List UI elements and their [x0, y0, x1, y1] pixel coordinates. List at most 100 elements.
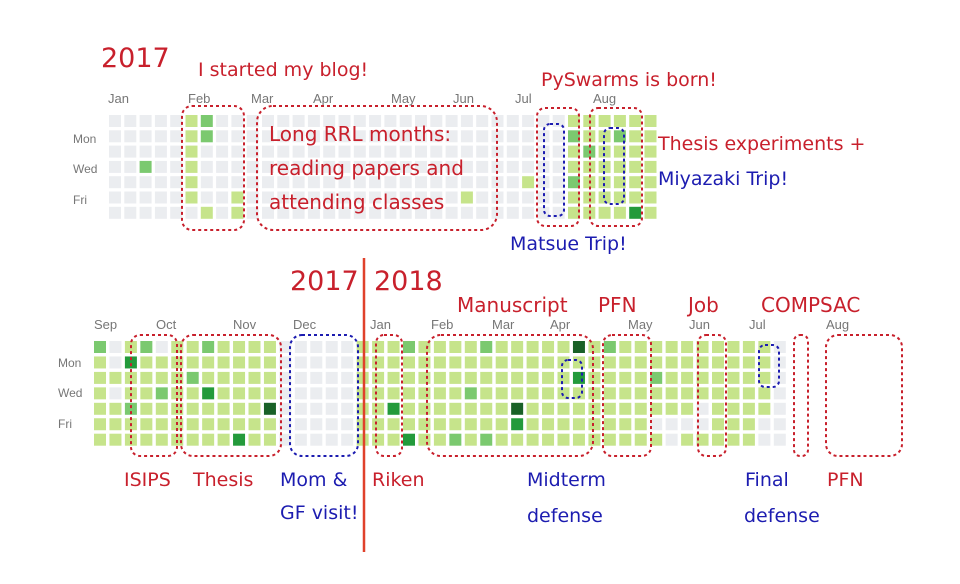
- heatmap-cell: [480, 418, 493, 431]
- heatmap-cell: [231, 206, 244, 219]
- heatmap-cell: [279, 341, 292, 353]
- heatmap-cell: [634, 356, 647, 369]
- month-label: Dec: [293, 317, 317, 332]
- heatmap-cell: [139, 206, 152, 219]
- heatmap-cell: [491, 145, 504, 158]
- heatmap-cell: [542, 371, 555, 384]
- heatmap-cell: [248, 356, 261, 369]
- heatmap-cell: [323, 176, 336, 189]
- heatmap-cell: [665, 418, 678, 431]
- heatmap-cell: [307, 115, 320, 127]
- heatmap-cell: [171, 341, 184, 353]
- heatmap-cell: [430, 130, 443, 143]
- heatmap-cell: [583, 130, 596, 143]
- heatmap-cell: [341, 371, 354, 384]
- heatmap-cell: [634, 341, 647, 353]
- pfn-top-box: [602, 334, 652, 457]
- heatmap-cell: [506, 115, 519, 127]
- heatmap-cell: [506, 130, 519, 143]
- heatmap-cell: [403, 371, 415, 384]
- heatmap-cell: [369, 130, 382, 143]
- heatmap-cell: [629, 191, 642, 204]
- weekday-labels-2017: Mon Wed Fri: [73, 132, 97, 207]
- heatmap-cell: [480, 341, 493, 353]
- heatmap-cell: [170, 115, 183, 127]
- heatmap-cell: [418, 371, 431, 384]
- heatmap-cell: [696, 341, 709, 353]
- heatmap-cell: [233, 433, 246, 446]
- heatmap-cell: [644, 160, 657, 173]
- year-title-2018-right: 2018: [374, 266, 443, 297]
- heatmap-cell: [399, 115, 412, 127]
- heatmap-cell: [154, 130, 167, 143]
- heatmap-cell: [263, 356, 276, 369]
- month-label: Apr: [550, 317, 571, 332]
- heatmap-cell: [325, 356, 338, 369]
- heatmap-cell: [758, 341, 771, 353]
- heatmap-cell: [353, 145, 366, 158]
- heatmap-cell: [445, 176, 458, 189]
- heatmap-cell: [246, 191, 259, 204]
- heatmap-cell: [568, 130, 580, 143]
- heatmap-cell: [433, 356, 446, 369]
- heatmap-cell: [154, 115, 167, 127]
- heatmap-cell: [681, 371, 694, 384]
- month-label: Aug: [593, 91, 616, 106]
- heatmap-cell: [758, 418, 771, 431]
- heatmap-cell: [338, 115, 351, 127]
- heatmap-cell: [583, 191, 596, 204]
- heatmap-cell: [387, 356, 400, 369]
- heatmap-cell: [665, 433, 678, 446]
- heatmap-cell: [430, 115, 443, 127]
- heatmap-cell: [588, 418, 601, 431]
- heatmap-cell: [613, 160, 626, 173]
- heatmap-cell: [415, 130, 427, 143]
- heatmap-cell: [619, 418, 632, 431]
- heatmap-cell: [727, 356, 740, 369]
- heatmap-cell: [109, 371, 122, 384]
- heatmap-cell: [294, 418, 307, 431]
- heatmap-cell: [353, 160, 366, 173]
- heatmap-cell: [387, 341, 400, 353]
- weekday-labels-2017-2018: Mon Wed Fri: [58, 356, 82, 431]
- heatmap-cell: [154, 191, 167, 204]
- heatmap-cell: [696, 387, 709, 400]
- heatmap-cell: [233, 402, 246, 415]
- month-label: Aug: [826, 317, 849, 332]
- heatmap-cell: [418, 387, 431, 400]
- heatmap-cell: [613, 206, 626, 219]
- heatmap-cell: [262, 145, 274, 158]
- heatmap-cell: [464, 433, 477, 446]
- weekday-label: Fri: [58, 417, 72, 431]
- heatmap-cell: [644, 176, 657, 189]
- heatmap-cell: [200, 145, 213, 158]
- heatmap-cell: [323, 191, 336, 204]
- heatmap-cell: [200, 160, 213, 173]
- heatmap-cell: [387, 371, 400, 384]
- heatmap-cell: [430, 176, 443, 189]
- heatmap-cell: [140, 433, 153, 446]
- heatmap-cell: [773, 433, 786, 446]
- heatmap-cell: [619, 387, 632, 400]
- heatmap-cell: [449, 418, 462, 431]
- heatmap-cell: [603, 418, 616, 431]
- heatmap-cell: [185, 145, 198, 158]
- heatmap-cell: [202, 387, 215, 400]
- heatmap-cell: [552, 115, 565, 127]
- heatmap-cell: [603, 341, 616, 353]
- heatmap-cell: [449, 371, 462, 384]
- heatmap-cell: [511, 371, 524, 384]
- heatmap-cell: [526, 356, 539, 369]
- heatmap-cell: [464, 418, 477, 431]
- heatmap-cell: [109, 206, 121, 219]
- job-annotation: Job: [686, 293, 719, 317]
- heatmap-cell: [292, 145, 305, 158]
- heatmap-cell: [277, 176, 290, 189]
- heatmap-cell: [506, 160, 519, 173]
- heatmap-cell: [491, 206, 504, 219]
- heatmap-cell: [526, 418, 539, 431]
- heatmap-cell: [231, 145, 244, 158]
- heatmap-cell: [217, 356, 230, 369]
- heatmap-cell: [369, 160, 382, 173]
